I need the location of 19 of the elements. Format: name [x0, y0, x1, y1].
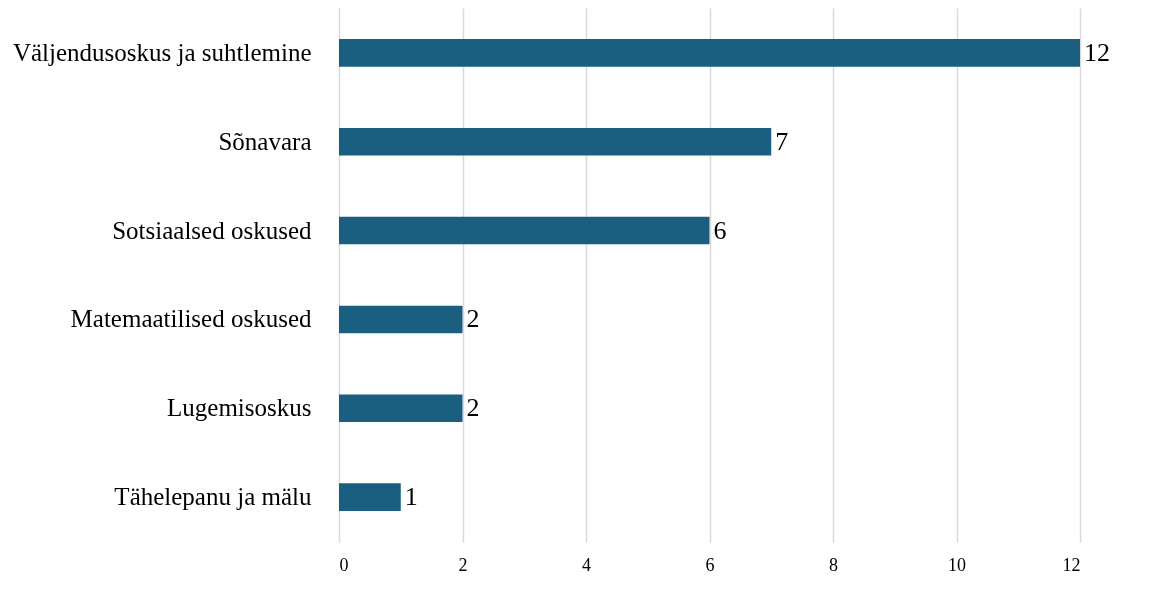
data-label: 2 — [466, 304, 480, 334]
y-tick-label: Matemaatilised oskused — [70, 305, 312, 333]
x-tick-label: 6 — [705, 554, 715, 575]
x-tick-label: 12 — [1062, 554, 1081, 575]
y-tick-label: Sõnavara — [218, 127, 312, 155]
data-label: 6 — [713, 215, 727, 245]
y-tick-label: Tähelepanu ja mälu — [114, 483, 312, 511]
x-tick-label: 8 — [829, 554, 838, 575]
x-tick-label: 4 — [582, 554, 591, 575]
data-label: 7 — [775, 126, 789, 156]
x-tick-label: 0 — [339, 554, 349, 575]
data-label: 1 — [404, 482, 418, 512]
x-tick-label: 2 — [458, 554, 468, 575]
y-tick-label: Lugemisoskus — [167, 394, 312, 422]
x-tick-label: 10 — [948, 554, 966, 575]
y-tick-label: Väljendusoskus ja suhtlemine — [12, 38, 312, 66]
data-label: 2 — [466, 393, 480, 423]
data-label: 12 — [1084, 37, 1110, 67]
y-tick-label: Sotsiaalsed oskused — [112, 216, 312, 244]
